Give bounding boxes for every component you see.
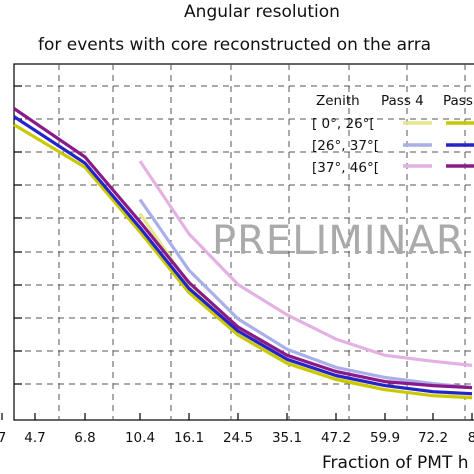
legend-row-2-label: [37°, 46°[: [312, 160, 379, 176]
series-line-pass4-4: [138, 160, 473, 367]
x-tick-label: 10.4: [125, 430, 155, 446]
x-tick-label: 59.9: [370, 430, 400, 446]
x-tick-label: 6.8: [74, 430, 95, 446]
series-line-pass-1: [13, 123, 473, 400]
x-tick-label: 16.1: [174, 430, 204, 446]
legend: Zenith Pass 4 Pass [ 0°, 26°[ [26°, 37°[…: [312, 93, 474, 176]
legend-row-1-label: [26°, 37°[: [312, 138, 379, 154]
series-line-pass4-2: [138, 198, 473, 390]
chart-subtitle: for events with core reconstructed on th…: [38, 35, 431, 55]
series-line-pass-5: [13, 107, 473, 390]
x-tick-label: 35.1: [272, 430, 302, 446]
x-axis-label: Fraction of PMT h: [322, 453, 469, 473]
x-ticks: 7 4.7 6.8 10.4 16.1 24.5 35.1 47.2 59.9 72.2 8: [0, 413, 474, 446]
legend-header-zenith: Zenith: [316, 93, 360, 109]
plot-area: 7 4.7 6.8 10.4 16.1 24.5 35.1 47.2 59.9 72.2 8 PRE…: [0, 63, 474, 446]
legend-header-pass: Pass: [443, 93, 473, 109]
plot-frame: [13, 63, 474, 421]
legend-header-pass4: Pass 4: [381, 93, 424, 109]
series-line-pass-3: [13, 115, 473, 396]
x-tick-label: 47.2: [321, 430, 351, 446]
legend-row-0-label: [ 0°, 26°[: [312, 116, 375, 132]
x-tick-label: 24.5: [223, 430, 253, 446]
watermark-text: PRELIMINAR: [212, 218, 465, 264]
x-tick-label: 8: [468, 430, 474, 446]
y-ticks: [14, 85, 22, 385]
series-lines: [13, 107, 473, 400]
chart-title: Angular resolution: [184, 2, 340, 22]
x-tick-label: 7: [0, 430, 6, 446]
x-tick-label: 72.2: [418, 430, 448, 446]
x-tick-label: 4.7: [24, 430, 45, 446]
